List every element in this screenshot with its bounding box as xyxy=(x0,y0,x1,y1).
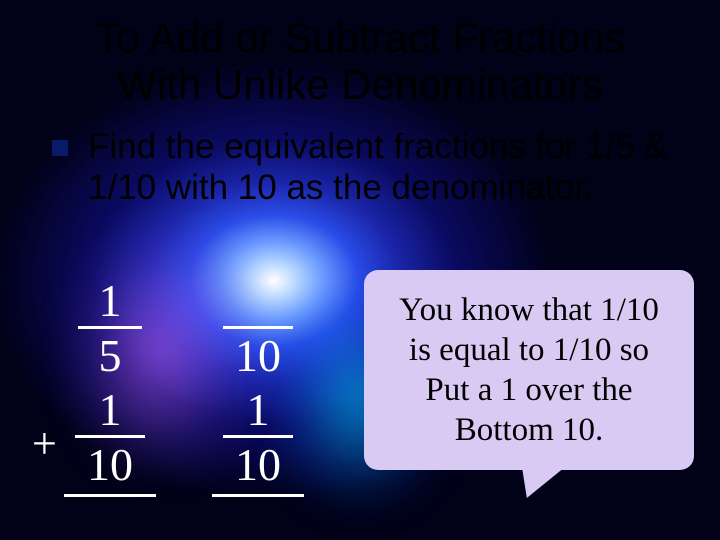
math-area: 1 5 1 10 + 10 1 10 xyxy=(64,278,304,497)
fraction-bar xyxy=(75,435,145,438)
fraction-bar xyxy=(223,326,293,329)
bullet-text: Find the equivalent fractions for 1/5 & … xyxy=(88,126,686,209)
denominator: 10 xyxy=(87,442,133,488)
bullet-row: Find the equivalent fractions for 1/5 & … xyxy=(28,126,692,209)
fraction-1-10: 1 10 xyxy=(75,387,145,488)
fraction-1-10-right: 1 10 xyxy=(223,387,293,488)
callout-line-3: Put a 1 over the xyxy=(425,372,632,408)
title-line-1: To Add or Subtract Fractions xyxy=(95,14,625,61)
speech-callout: You know that 1/10 is equal to 1/10 so P… xyxy=(364,270,694,470)
sum-bar xyxy=(212,494,304,497)
denominator: 10 xyxy=(235,333,281,379)
numerator: 1 xyxy=(236,387,280,433)
numerator-empty xyxy=(236,278,280,324)
callout-text: You know that 1/10 is equal to 1/10 so P… xyxy=(399,290,659,451)
numerator: 1 xyxy=(88,387,132,433)
right-fraction-column: 10 1 10 xyxy=(212,278,304,497)
plus-operator: + xyxy=(32,418,57,469)
fraction-1-5: 1 5 xyxy=(78,278,142,379)
callout-line-1: You know that 1/10 xyxy=(399,292,659,328)
denominator: 5 xyxy=(88,333,132,379)
fraction-bar xyxy=(223,435,293,438)
callout-line-2: is equal to 1/10 so xyxy=(409,332,649,368)
numerator: 1 xyxy=(88,278,132,324)
fraction-bar xyxy=(78,326,142,329)
left-fraction-column: 1 5 1 10 + xyxy=(64,278,156,497)
title-line-2: With Unlike Denominators xyxy=(117,61,603,108)
callout-line-4: Bottom 10. xyxy=(455,412,604,448)
slide-title: To Add or Subtract Fractions With Unlike… xyxy=(28,14,692,108)
sum-bar xyxy=(64,494,156,497)
square-bullet-icon xyxy=(52,140,68,156)
fraction-blank-10: 10 xyxy=(223,278,293,379)
slide-container: To Add or Subtract Fractions With Unlike… xyxy=(0,0,720,540)
callout-tail-icon xyxy=(511,462,571,498)
denominator: 10 xyxy=(235,442,281,488)
